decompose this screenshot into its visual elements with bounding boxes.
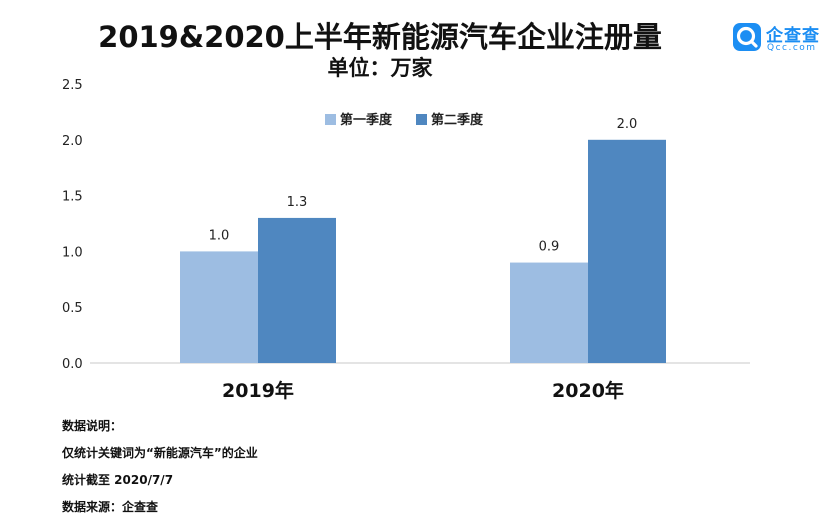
bar-value-label: 1.3	[287, 195, 308, 210]
logo-name: 企查查	[766, 26, 820, 46]
chart-subtitle: 单位：万家	[327, 56, 433, 80]
legend-label: 第二季度	[431, 112, 484, 128]
legend: 第一季度 第二季度	[325, 112, 484, 128]
bar-2-2	[588, 139, 666, 363]
x-tick-label: 2019年	[222, 379, 294, 402]
bar-1-2	[510, 262, 588, 363]
data-notes: 数据说明： 仅统计关键词为“新能源汽车”的企业 统计截至 2020/7/7 数据…	[62, 413, 258, 521]
bar-2-1	[258, 217, 336, 363]
bar-value-labels: 1.0 1.3 0.9 2.0	[209, 117, 638, 255]
notes-source: 数据来源：企查查	[62, 500, 159, 514]
notes-cutoff-date: 统计截至 2020/7/7	[62, 473, 174, 487]
bars	[180, 139, 666, 363]
y-tick-label: 0.0	[62, 357, 83, 372]
logo-domain: Qcc.com	[767, 43, 817, 53]
y-tick-label: 1.5	[62, 190, 83, 205]
y-tick-label: 2.0	[62, 134, 83, 149]
y-tick-label: 0.5	[62, 301, 83, 316]
x-axis-ticks: 2019年 2020年	[222, 379, 624, 402]
x-tick-label: 2020年	[552, 379, 624, 402]
chart-title: 2019&2020上半年新能源汽车企业注册量	[98, 20, 662, 54]
legend-swatch	[416, 114, 427, 125]
bar-1-1	[180, 251, 258, 363]
legend-label: 第一季度	[340, 112, 393, 128]
bar-value-label: 1.0	[209, 228, 230, 243]
y-tick-label: 1.0	[62, 245, 83, 260]
legend-swatch	[325, 114, 336, 125]
qcc-logo-icon	[733, 23, 761, 51]
bar-value-label: 0.9	[539, 240, 560, 255]
bar-value-label: 2.0	[617, 117, 638, 132]
notes-heading: 数据说明：	[62, 419, 123, 433]
y-axis-ticks: 0.0 0.5 1.0 1.5 2.0 2.5	[62, 78, 83, 372]
brand-logo: 企查查 Qcc.com	[733, 20, 825, 60]
notes-scope: 仅统计关键词为“新能源汽车”的企业	[62, 446, 258, 460]
y-tick-label: 2.5	[62, 78, 83, 93]
